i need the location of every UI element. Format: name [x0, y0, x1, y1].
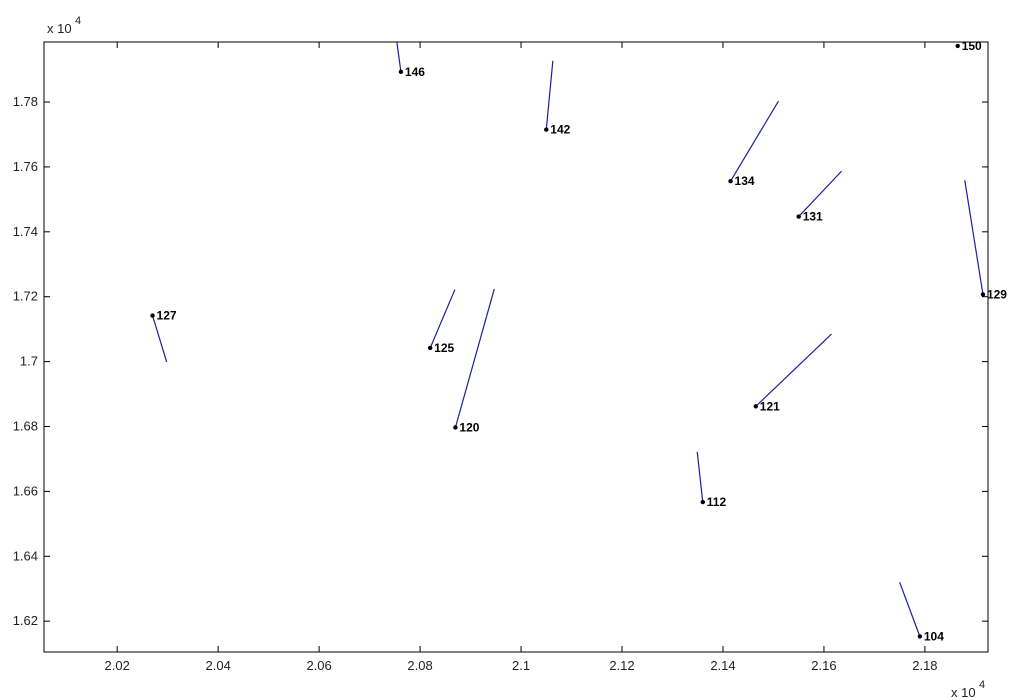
- vector-line-121: [755, 333, 832, 407]
- vector-line-146: [396, 41, 402, 72]
- vector-line-129: [964, 180, 984, 295]
- x-tick-label: 2.04: [206, 658, 231, 673]
- point-marker-125: [427, 345, 433, 351]
- vector-line-134: [730, 100, 780, 182]
- y-tick-label: 1.68: [13, 418, 38, 433]
- plot-frame: [43, 41, 989, 653]
- x-tick-label: 2.14: [710, 658, 735, 673]
- vector-line-104: [899, 582, 921, 637]
- point-label-125: 125: [434, 341, 454, 355]
- point-marker-134: [728, 178, 733, 184]
- point-marker-104: [917, 634, 923, 639]
- data-points: [150, 43, 986, 639]
- x-axis-multiplier: x 10 4: [951, 679, 985, 700]
- point-marker-129: [980, 292, 986, 297]
- point-label-142: 142: [550, 123, 570, 137]
- vector-line-120: [454, 288, 495, 428]
- point-label-131: 131: [803, 210, 823, 224]
- point-label-150: 150: [962, 39, 982, 53]
- axes: 2.02 2.04 2.06 2.08 2.1 2.12 2.14 2.16 2.18 1.62 1…: [13, 41, 989, 673]
- point-marker-131: [796, 214, 801, 219]
- point-label-129: 129: [987, 287, 1007, 301]
- vector-line-125: [429, 289, 456, 349]
- point-label-120: 120: [459, 420, 479, 434]
- y-tick-label: 1.62: [13, 613, 38, 628]
- x-tick-label: 2.18: [912, 658, 937, 673]
- y-tick-label: 1.64: [13, 548, 38, 563]
- point-marker-112: [700, 499, 705, 505]
- x-tick-label: 2.12: [609, 658, 634, 673]
- y-tick-label: 1.72: [13, 289, 38, 304]
- y-multiplier-exponent: 4: [75, 15, 81, 27]
- point-label-112: 112: [707, 495, 727, 509]
- point-marker-127: [150, 313, 155, 318]
- point-marker-142: [544, 127, 549, 132]
- point-marker-146: [398, 69, 404, 75]
- y-tick-label: 1.76: [13, 159, 38, 174]
- vector-line-112: [696, 451, 704, 503]
- y-multiplier-label: x 10: [47, 21, 72, 36]
- vector-line-127: [151, 315, 168, 363]
- point-label-121: 121: [760, 399, 780, 413]
- displacement-vectors: [151, 41, 984, 637]
- point-marker-120: [453, 425, 458, 430]
- point-label-104: 104: [924, 629, 944, 643]
- x-tick-label: 2.1: [512, 658, 530, 673]
- point-label-127: 127: [157, 309, 177, 323]
- point-labels: 104 112 120 121 125 127 129 131 134 142 146 150: [157, 39, 1008, 644]
- x-tick-label: 2.02: [105, 658, 130, 673]
- x-tick-label: 2.08: [407, 658, 432, 673]
- y-tick-label: 1.66: [13, 483, 38, 498]
- point-label-134: 134: [735, 174, 755, 188]
- y-tick-label: 1.78: [13, 94, 38, 109]
- vector-line-131: [798, 170, 843, 217]
- x-multiplier-label: x 10: [951, 685, 976, 700]
- point-marker-121: [753, 404, 758, 409]
- y-tick-label: 1.7: [20, 354, 38, 369]
- vector-line-142: [545, 60, 554, 130]
- x-tick-label: 2.16: [811, 658, 836, 673]
- point-marker-150: [955, 43, 960, 49]
- x-multiplier-exponent: 4: [979, 679, 985, 691]
- y-tick-label: 1.74: [13, 224, 38, 239]
- y-axis-multiplier: x 10 4: [47, 15, 81, 36]
- x-tick-label: 2.06: [306, 658, 331, 673]
- point-label-146: 146: [405, 65, 425, 79]
